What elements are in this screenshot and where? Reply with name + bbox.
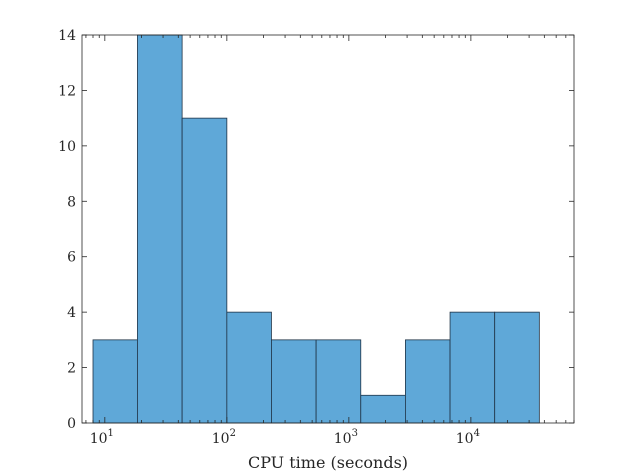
- y-tick-label: 0: [67, 416, 76, 432]
- histogram-bar: [92, 339, 138, 424]
- y-tick-label: 14: [58, 28, 76, 44]
- x-axis-label: CPU time (seconds): [248, 453, 408, 472]
- histogram-bar: [315, 339, 362, 424]
- bars-group: [92, 34, 540, 424]
- histogram-bar: [449, 311, 496, 424]
- histogram-bar: [405, 339, 451, 424]
- histogram-bar: [181, 117, 228, 424]
- ticks-group: 0 2 4 6 8 10 12 14 101 102 103 104: [58, 28, 575, 447]
- x-tick-label: 102: [212, 428, 236, 447]
- x-tick-label: 104: [456, 428, 480, 447]
- y-tick-label: 4: [67, 305, 76, 321]
- histogram-bar: [137, 34, 183, 424]
- y-tick-label: 12: [58, 83, 76, 99]
- y-tick-label: 8: [67, 194, 76, 210]
- y-tick-label: 10: [58, 139, 76, 155]
- x-tick-label: 103: [334, 428, 358, 447]
- histogram-bar: [494, 311, 540, 424]
- y-tick-label: 2: [67, 361, 76, 377]
- histogram-bar: [271, 339, 317, 424]
- histogram-bar: [226, 311, 272, 424]
- plot-frame: [81, 34, 575, 424]
- y-tick-label: 6: [67, 250, 76, 266]
- histogram-bar: [360, 394, 406, 424]
- x-tick-label: 101: [90, 428, 114, 447]
